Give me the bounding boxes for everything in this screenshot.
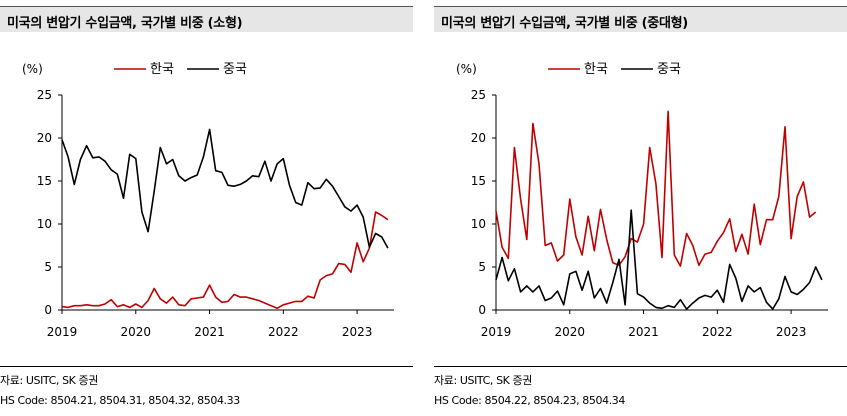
y-tick-label: 5 [44, 260, 52, 274]
x-tick-label: 2020 [121, 325, 152, 339]
y-tick-label: 5 [478, 260, 486, 274]
x-tick-label: 2020 [555, 325, 586, 339]
y-tick-label: 20 [471, 131, 486, 145]
chart-panel-small: 미국의 변압기 수입금액, 국가별 비중 (소형) (%) 0 5 10 15 20 25 2… [0, 0, 413, 416]
series-line-korea [495, 110, 817, 267]
y-tick-label: 20 [37, 131, 52, 145]
footer-divider [434, 366, 847, 367]
chart-title: 미국의 변압기 수입금액, 국가별 비중 (중대형) [441, 16, 688, 31]
y-tick-label: 15 [471, 174, 486, 188]
x-tick-label: 2023 [776, 325, 807, 339]
source-note: 자료: USITC, SK 증권 [434, 374, 533, 387]
hs-code-note: HS Code: 8504.22, 8504.23, 8504.34 [434, 394, 625, 407]
chart-title-bar: 미국의 변압기 수입금액, 국가별 비중 (소형) [0, 6, 413, 32]
chart-title-bar: 미국의 변압기 수입금액, 국가별 비중 (중대형) [434, 6, 847, 32]
footer-divider [0, 366, 413, 367]
legend-label: 중국 [223, 62, 247, 77]
x-tick-label: 2019 [47, 325, 78, 339]
hs-code-note: HS Code: 8504.21, 8504.31, 8504.32, 8504… [0, 394, 240, 407]
y-tick-label: 10 [37, 217, 52, 231]
legend-label: 중국 [657, 62, 681, 77]
legend-label: 한국 [150, 62, 174, 77]
y-tick-label: 10 [471, 217, 486, 231]
line-chart-large: (%) 0 5 10 15 20 25 2019 2020 2021 2022 2023 한국 중국 [456, 62, 828, 339]
y-tick-label: 25 [471, 88, 486, 102]
chart-panel-large: 미국의 변압기 수입금액, 국가별 비중 (중대형) (%) 0 5 10 15 20 25… [434, 0, 847, 416]
series-line-china [61, 128, 389, 249]
line-chart-small: (%) 0 5 10 15 20 25 2019 2020 2021 2022 2023 한국 중국 [22, 62, 394, 339]
x-tick-label: 2021 [628, 325, 659, 339]
y-axis-label: (%) [22, 62, 43, 76]
source-note: 자료: USITC, SK 증권 [0, 374, 99, 387]
x-tick-label: 2021 [194, 325, 225, 339]
y-tick-label: 25 [37, 88, 52, 102]
legend-label: 한국 [584, 62, 608, 77]
y-tick-label: 0 [478, 303, 486, 317]
series-line-korea [61, 211, 389, 310]
x-tick-label: 2023 [342, 325, 373, 339]
y-axis-label: (%) [456, 62, 477, 76]
chart-title: 미국의 변압기 수입금액, 국가별 비중 (소형) [7, 16, 243, 31]
y-tick-label: 15 [37, 174, 52, 188]
y-tick-label: 0 [44, 303, 52, 317]
series-line-china [495, 209, 823, 310]
x-tick-label: 2022 [268, 325, 299, 339]
x-tick-label: 2019 [481, 325, 512, 339]
x-tick-label: 2022 [702, 325, 733, 339]
